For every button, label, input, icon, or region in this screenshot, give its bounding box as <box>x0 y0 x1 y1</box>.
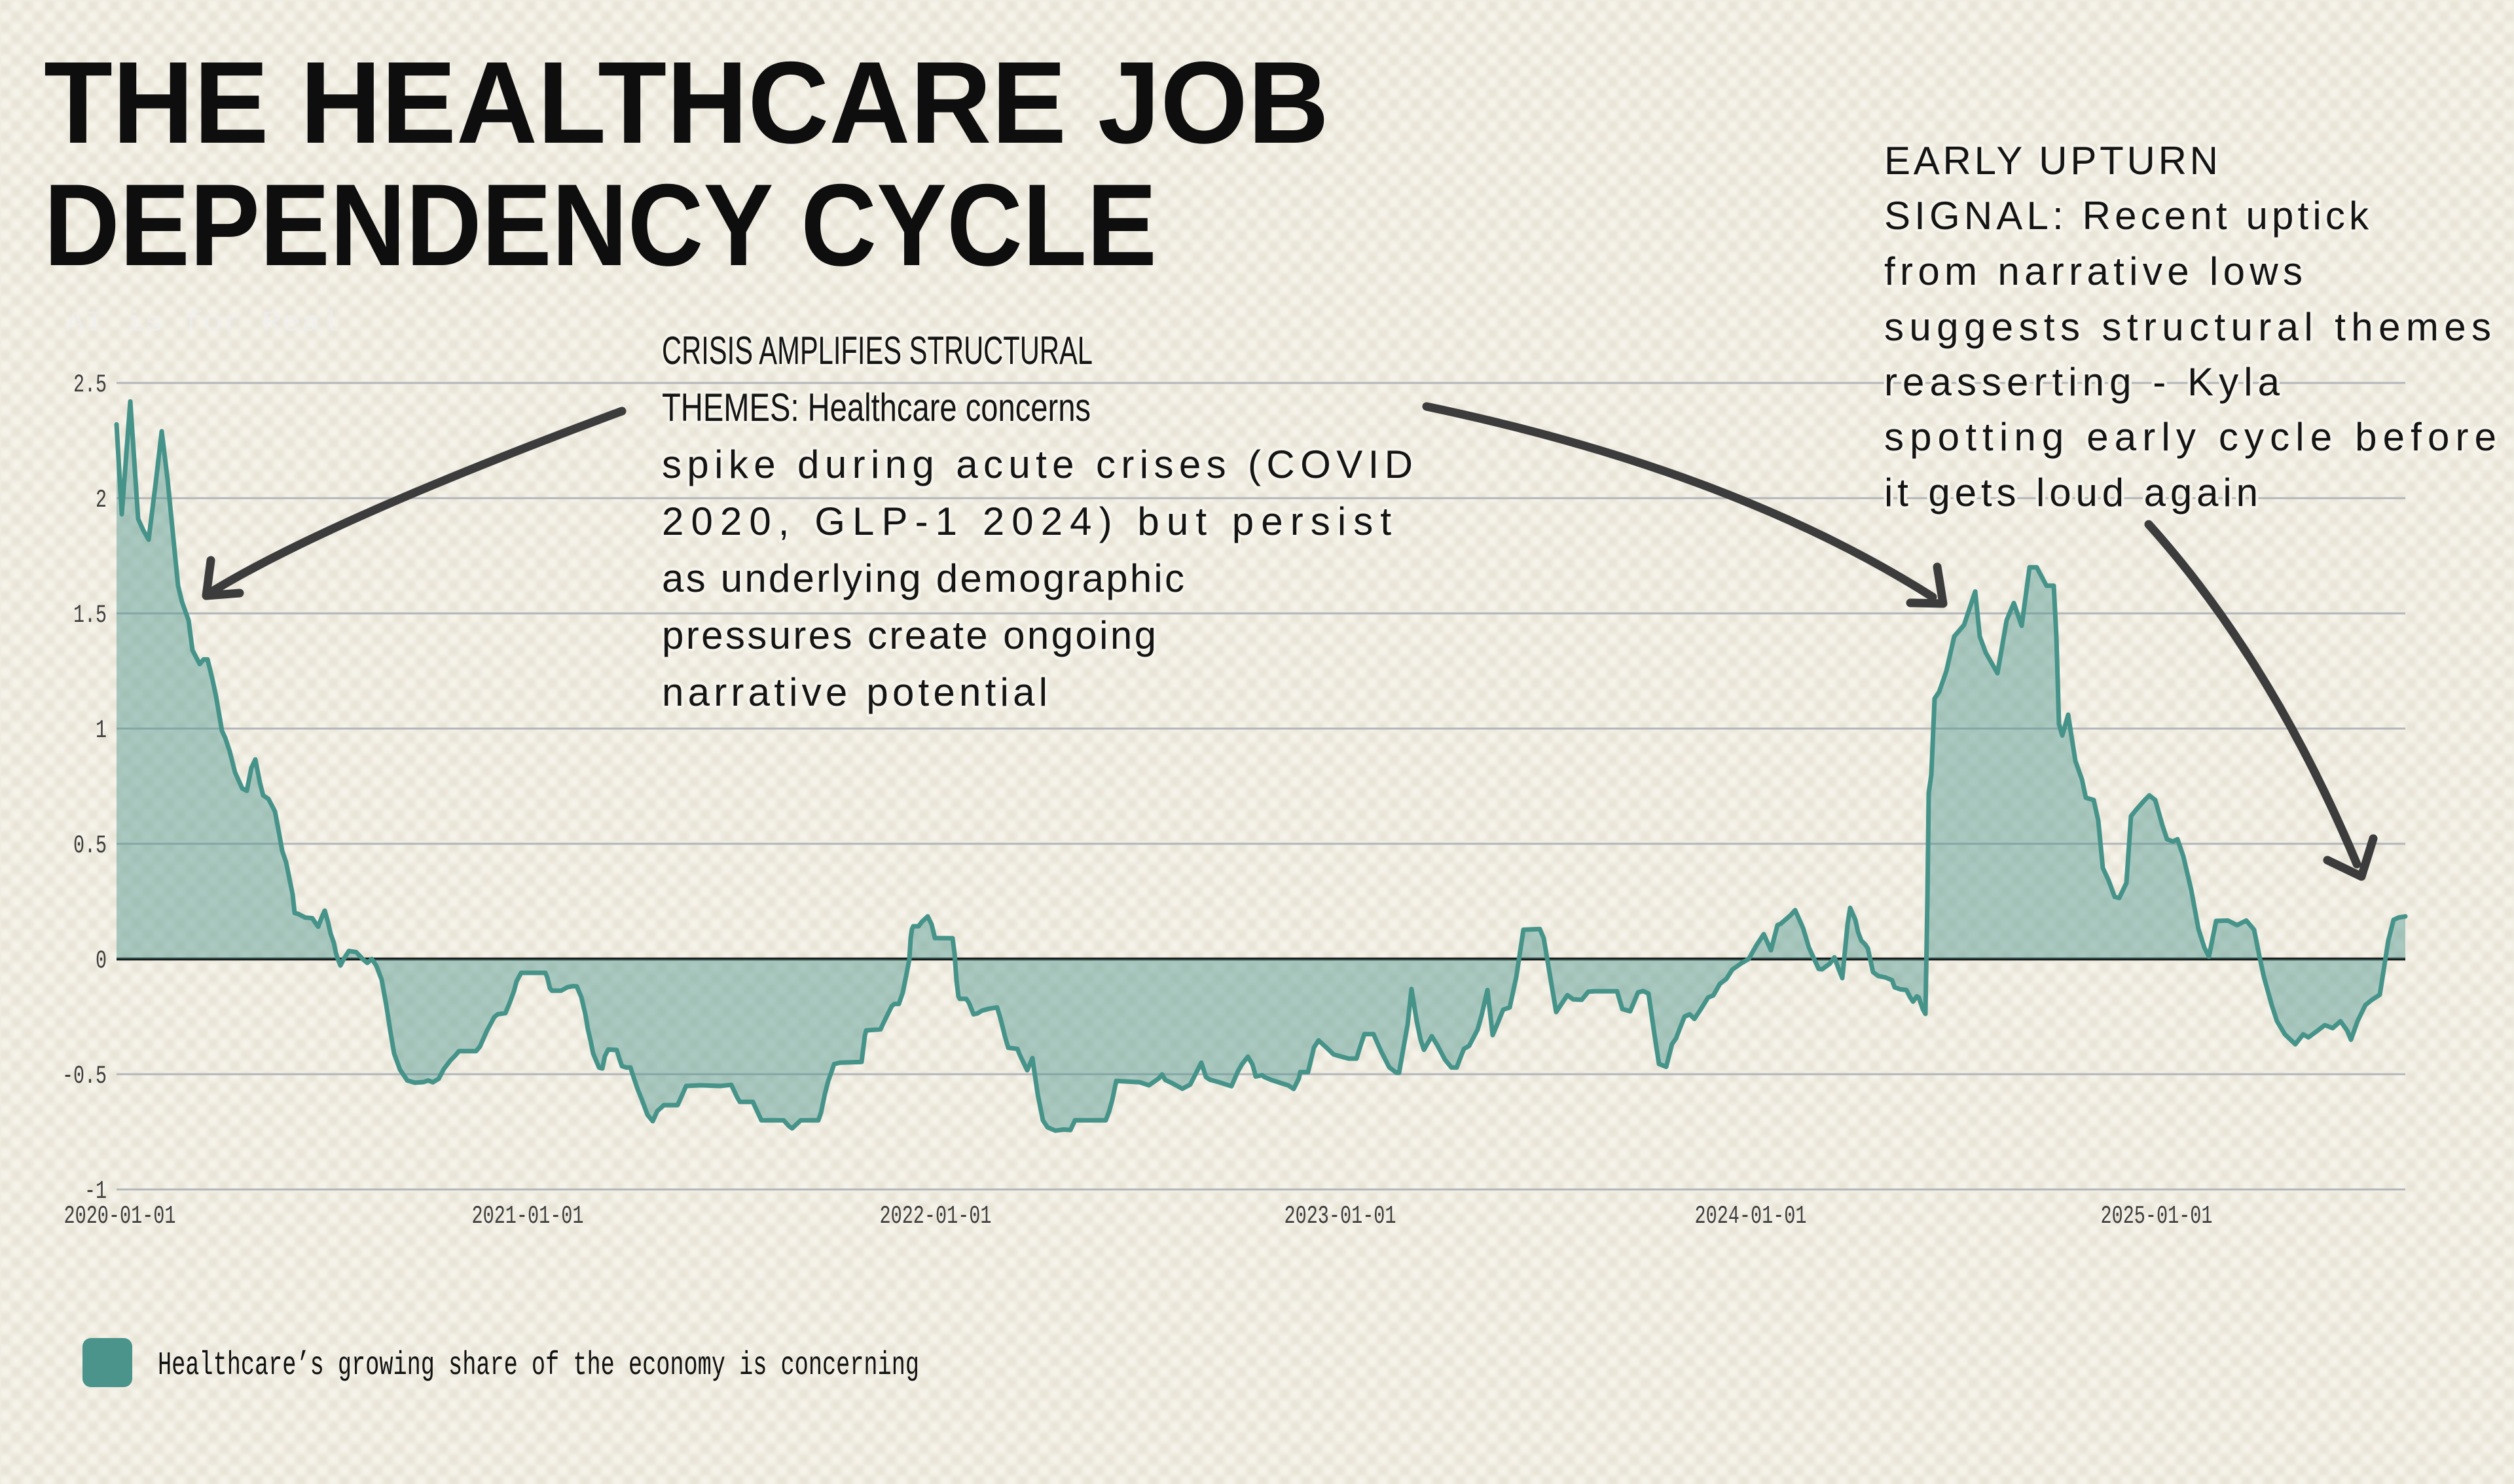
svg-text:2: 2 <box>96 486 107 515</box>
svg-text:2023-01-01: 2023-01-01 <box>1284 1203 1396 1231</box>
svg-text:2021-01-01: 2021-01-01 <box>472 1203 584 1231</box>
svg-text:from narrative lows: from narrative lows <box>1884 249 2303 293</box>
svg-text:-0.5: -0.5 <box>62 1062 107 1091</box>
svg-text:0: 0 <box>96 947 107 976</box>
svg-text:Healthcare’s growing share of: Healthcare’s growing share of the econom… <box>158 1347 919 1384</box>
svg-text:1.5: 1.5 <box>73 602 107 630</box>
svg-text:2.5: 2.5 <box>73 371 107 400</box>
svg-text:THEMES: Healthcare concerns: THEMES: Healthcare concerns <box>662 386 1091 429</box>
svg-text:it gets loud again: it gets loud again <box>1884 471 2258 515</box>
svg-text:CRISIS AMPLIFIES STRUCTURAL: CRISIS AMPLIFIES STRUCTURAL <box>662 329 1093 372</box>
svg-text:2024-01-01: 2024-01-01 <box>1695 1203 1807 1231</box>
svg-text:as underlying demographic: as underlying demographic <box>662 556 1184 600</box>
svg-text:THE HEALTHCARE JOB: THE HEALTHCARE JOB <box>44 37 1329 168</box>
svg-text:-1: -1 <box>84 1178 107 1206</box>
svg-text:spike during acute crises (COV: spike during acute crises (COVID <box>662 443 1413 486</box>
svg-text:EARLY UPTURN: EARLY UPTURN <box>1884 139 2218 183</box>
svg-text:narrative potential: narrative potential <box>662 670 1048 714</box>
svg-text:2025-01-01: 2025-01-01 <box>2101 1203 2213 1231</box>
svg-text:pressures create ongoing: pressures create ongoing <box>662 613 1156 657</box>
svg-text:2020-01-01: 2020-01-01 <box>64 1203 176 1231</box>
svg-text:spotting early cycle before: spotting early cycle before <box>1884 415 2496 459</box>
svg-text:2020, GLP-1 2024) but persist: 2020, GLP-1 2024) but persist <box>662 499 1391 543</box>
svg-text:0.5: 0.5 <box>73 832 107 861</box>
svg-text:DEPENDENCY CYCLE: DEPENDENCY CYCLE <box>44 160 1157 290</box>
svg-text:1: 1 <box>96 717 107 746</box>
svg-text:AI is for Real: AI is for Real <box>65 307 340 340</box>
svg-text:2022-01-01: 2022-01-01 <box>880 1203 992 1231</box>
svg-text:reasserting - Kyla: reasserting - Kyla <box>1884 360 2280 404</box>
